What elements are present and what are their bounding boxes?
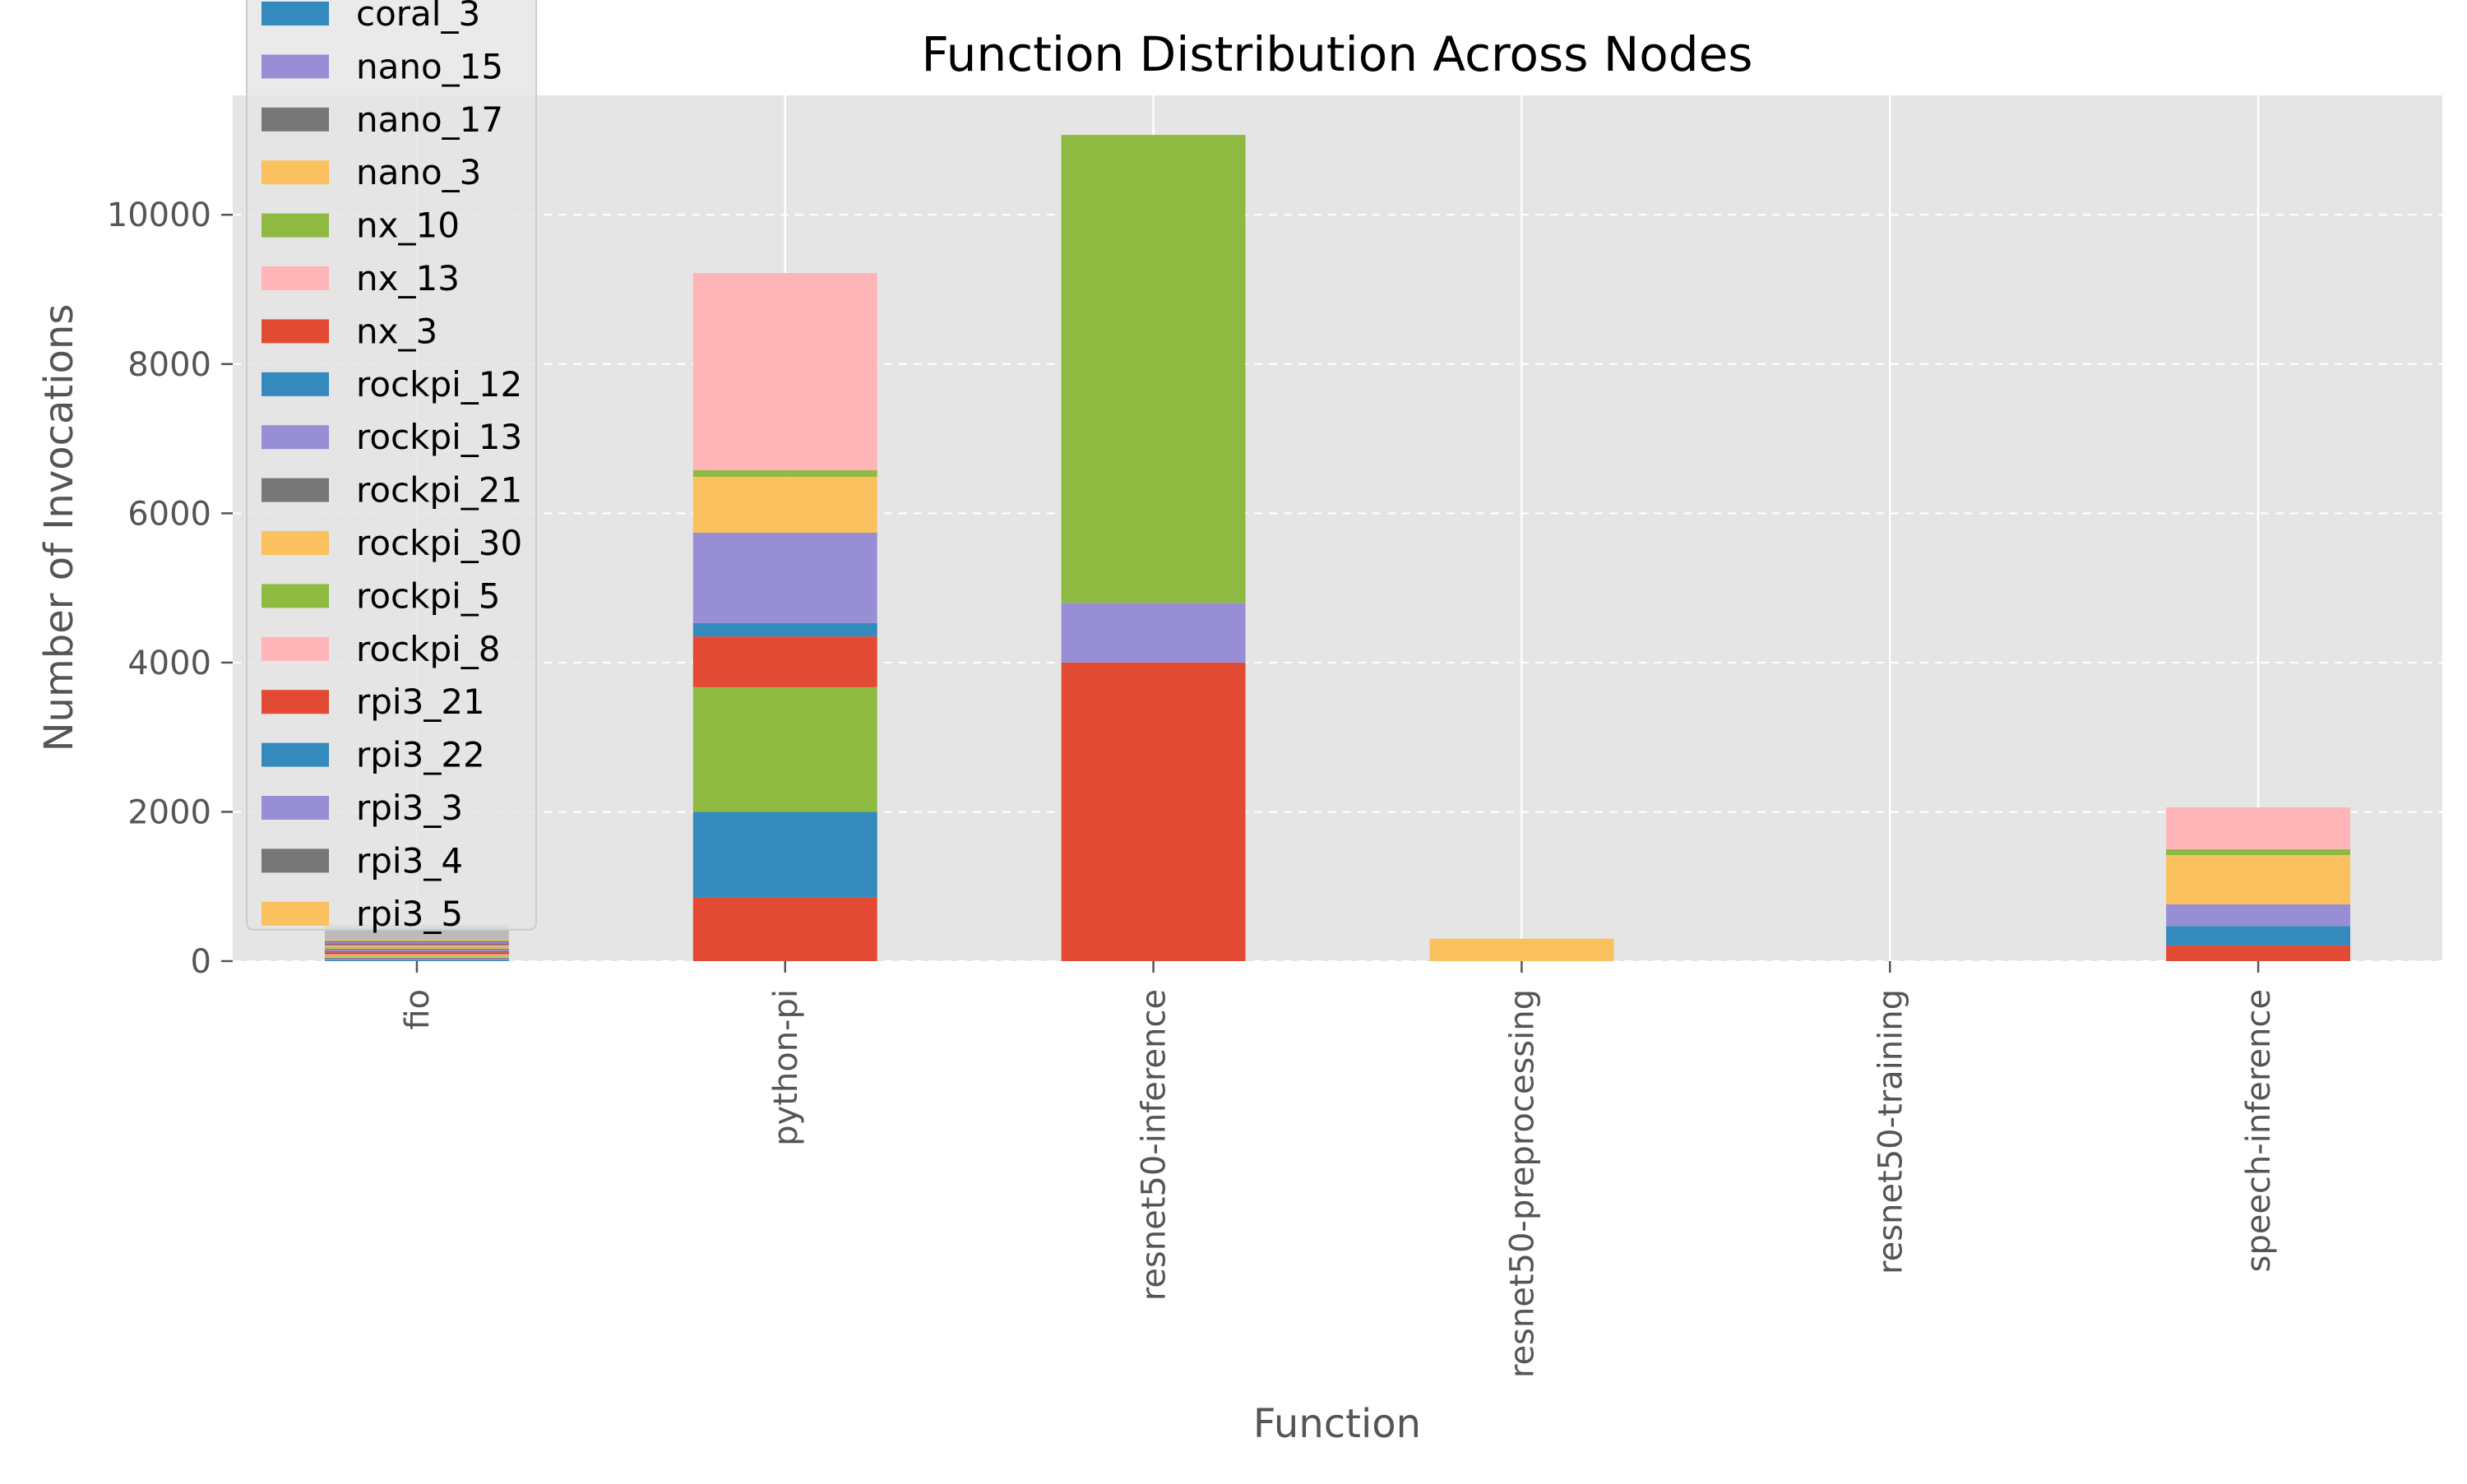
legend-swatch — [262, 478, 329, 502]
legend: coral_3 nano_15 nano_17 nano_3 nx_10 nx_13 nx_… — [246, 0, 537, 934]
legend-label: rpi3_3 — [356, 788, 463, 828]
bar-segment — [324, 957, 509, 959]
bar-segment — [324, 952, 509, 955]
x-tick-label: resnet50-inference — [1136, 989, 1173, 1301]
bar-segment — [324, 940, 509, 941]
bar-segment — [692, 897, 877, 961]
bar-segment — [324, 941, 509, 944]
legend-swatch — [262, 531, 329, 555]
bar-segment — [2166, 848, 2351, 856]
y-tick-label: 6000 — [127, 495, 211, 533]
legend-swatch — [262, 425, 329, 450]
legend-swatch — [262, 796, 329, 820]
bar-segment — [324, 945, 509, 947]
legend-swatch — [262, 584, 329, 608]
y-tick-label: 0 — [191, 943, 211, 981]
bar-segment — [692, 273, 877, 470]
legend-swatch — [262, 690, 329, 714]
legend-swatch — [262, 636, 329, 661]
legend-swatch — [262, 2, 329, 25]
bar-segment — [2166, 855, 2351, 905]
bar-segment — [324, 949, 509, 950]
legend-swatch — [262, 372, 329, 396]
bar-segment — [2166, 807, 2351, 849]
legend-swatch — [262, 107, 329, 132]
legend-label: nx_10 — [356, 206, 460, 246]
y-tick-label: 4000 — [127, 645, 211, 682]
bar-segment — [692, 687, 877, 812]
bar-segment — [1061, 662, 1246, 961]
bar-segment — [324, 947, 509, 950]
legend-swatch — [262, 266, 329, 290]
x-tick-label: python-pi — [767, 989, 805, 1146]
x-axis-label: Function — [1253, 1401, 1421, 1447]
legend-label: nano_3 — [356, 152, 481, 192]
y-tick-label: 2000 — [127, 793, 211, 831]
bar-segment — [692, 469, 877, 477]
bar-segment — [692, 532, 877, 623]
bar-segment — [1061, 135, 1246, 603]
y-tick-label: 10000 — [107, 196, 211, 234]
bar-segment — [324, 950, 509, 953]
y-gridlines — [233, 214, 2442, 962]
y-axis-label: Number of Invocations — [36, 304, 82, 752]
legend-label: rockpi_12 — [356, 364, 522, 405]
plot-area — [233, 95, 2442, 961]
legend-label: nx_13 — [356, 258, 460, 298]
legend-label: rpi3_21 — [356, 682, 485, 722]
bar-segment — [692, 476, 877, 533]
x-tick-label: resnet50-preprocessing — [1503, 989, 1541, 1378]
y-tick-label: 8000 — [127, 346, 211, 384]
legend-swatch — [262, 848, 329, 873]
chart-title: Function Distribution Across Nodes — [921, 26, 1752, 82]
legend-swatch — [262, 319, 329, 344]
legend-label: rockpi_13 — [356, 417, 522, 457]
bars — [324, 135, 2351, 961]
legend-label: rpi3_4 — [356, 840, 463, 881]
bar-segment — [2166, 945, 2351, 961]
bar-segment — [324, 956, 509, 958]
bar-segment — [324, 959, 509, 961]
x-tick-label: resnet50-training — [1872, 989, 1909, 1274]
bar-segment — [324, 946, 509, 948]
legend-label: nano_17 — [356, 99, 503, 140]
bar-segment — [324, 943, 509, 945]
legend-swatch — [262, 901, 329, 926]
bar-segment — [2166, 904, 2351, 927]
x-tick-label: speech-inference — [2240, 989, 2278, 1273]
bar-segment — [2166, 926, 2351, 945]
y-axis-ticks: 0 2000 4000 6000 8000 10000 — [107, 196, 233, 981]
legend-swatch — [262, 213, 329, 238]
legend-label: rpi3_5 — [356, 894, 463, 934]
x-axis-ticks: fio python-pi resnet50-inference resnet50-p… — [399, 961, 2278, 1378]
legend-label: rpi3_22 — [356, 735, 485, 775]
legend-label: nx_3 — [356, 311, 437, 351]
legend-label: rockpi_8 — [356, 629, 501, 669]
legend-swatch — [262, 160, 329, 185]
legend-swatch — [262, 54, 329, 79]
legend-label: rockpi_5 — [356, 576, 501, 616]
x-tick-label: fio — [399, 989, 437, 1030]
bar-segment — [1429, 938, 1614, 961]
bar-segment — [324, 955, 509, 957]
bar-segment — [692, 811, 877, 898]
legend-label: nano_15 — [356, 46, 503, 86]
bar-segment — [692, 622, 877, 637]
legend-label: rockpi_21 — [356, 470, 522, 511]
bar-segment — [1061, 603, 1246, 663]
legend-label: coral_3 — [356, 0, 480, 34]
bar-segment — [692, 636, 877, 687]
legend-swatch — [262, 742, 329, 767]
legend-label: rockpi_30 — [356, 523, 522, 563]
